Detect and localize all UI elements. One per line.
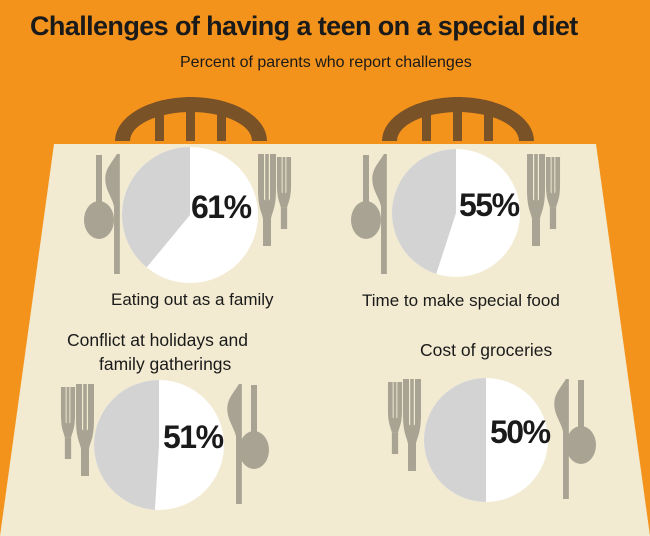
svg-text:55%: 55% — [459, 187, 520, 223]
svg-text:61%: 61% — [191, 189, 252, 225]
svg-text:Cost of groceries: Cost of groceries — [420, 340, 553, 360]
svg-text:Time to make special food: Time to make special food — [362, 291, 560, 310]
svg-text:50%: 50% — [490, 414, 551, 450]
svg-text:Conflict at holidays and: Conflict at holidays and — [67, 330, 248, 350]
svg-text:51%: 51% — [163, 419, 224, 455]
svg-text:Eating out as a family: Eating out as a family — [111, 290, 274, 309]
svg-text:family gatherings: family gatherings — [99, 354, 232, 374]
